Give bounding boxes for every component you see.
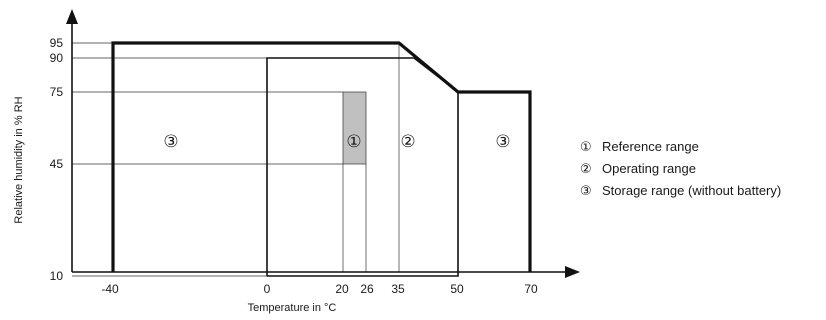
x-tick-20: 20 (335, 282, 349, 296)
guide-lines (72, 42, 400, 277)
legend-marker-reference: ① (580, 140, 592, 155)
storage-range-outline (111, 41, 532, 272)
reference-marker: ① (346, 132, 361, 152)
legend-marker-operating: ② (580, 162, 592, 177)
storage-marker-right: ③ (495, 132, 510, 152)
x-tick-26: 26 (360, 282, 374, 296)
y-axis-arrowhead (66, 9, 78, 24)
x-axis-arrowhead (565, 266, 580, 278)
y-tick-75: 75 (50, 85, 64, 99)
storage-marker-left: ③ (163, 132, 178, 152)
x-tick-35: 35 (391, 282, 405, 296)
x-tick-50: 50 (450, 282, 464, 296)
y-tick-95: 95 (50, 36, 64, 50)
x-tick-0: 0 (264, 282, 271, 296)
x-axis-label: Temperature in °C (248, 302, 337, 314)
y-tick-45: 45 (50, 157, 64, 171)
y-axis-label: Relative humidity in % RH (13, 96, 25, 223)
legend-text-operating: Operating range (602, 161, 696, 176)
x-tick-minus40: -40 (101, 282, 119, 296)
legend: ① Reference range ② Operating range ③ St… (580, 139, 781, 199)
x-tick-70: 70 (524, 282, 538, 296)
legend-text-reference: Reference range (602, 139, 699, 154)
reference-range-box (342, 91, 367, 165)
axes (71, 20, 570, 273)
legend-marker-storage: ③ (580, 184, 592, 199)
operating-range-outline (266, 57, 459, 277)
y-tick-10: 10 (50, 269, 64, 283)
y-tick-90: 90 (50, 51, 64, 65)
operating-marker: ② (400, 132, 415, 152)
legend-text-storage: Storage range (without battery) (602, 183, 781, 198)
